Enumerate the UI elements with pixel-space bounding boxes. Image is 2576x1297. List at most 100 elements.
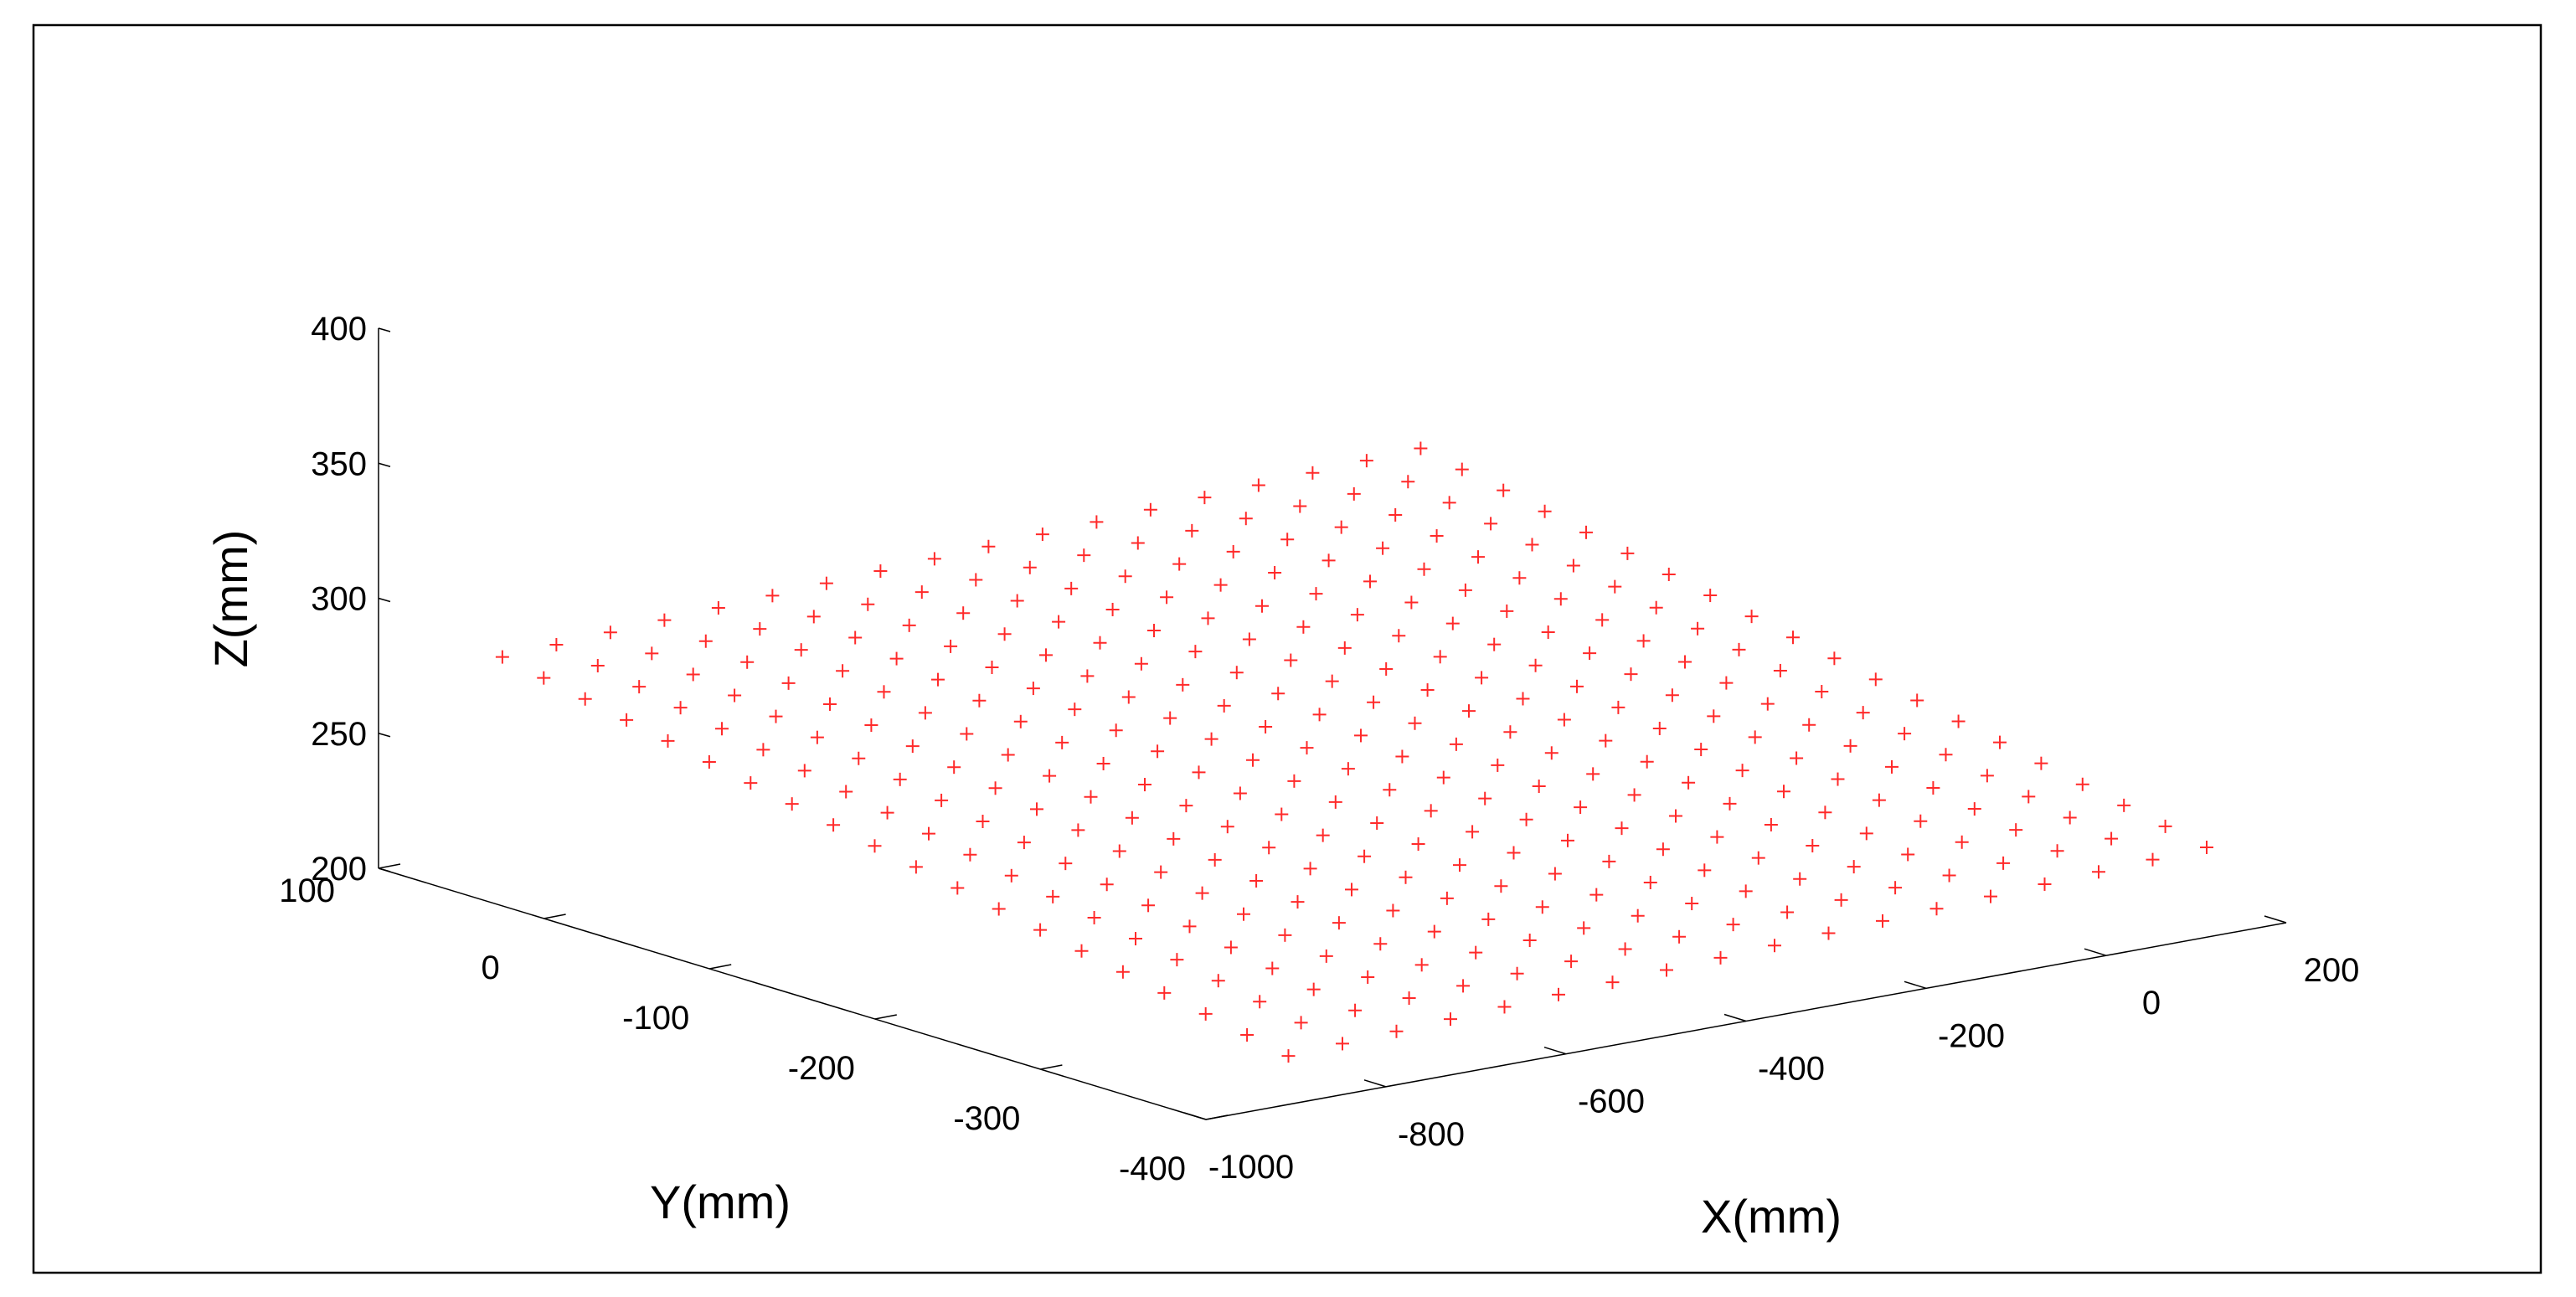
data-point	[1038, 648, 1053, 662]
data-point	[1424, 804, 1438, 818]
data-point	[1656, 842, 1670, 857]
data-point	[1507, 846, 1521, 860]
data-point	[1662, 567, 1676, 581]
data-point	[1293, 499, 1307, 513]
z-tick-label: 250	[311, 716, 367, 753]
data-point	[1294, 1016, 1308, 1030]
data-point	[1408, 716, 1422, 730]
data-point	[951, 881, 965, 895]
data-point	[1179, 799, 1193, 813]
data-point	[1726, 918, 1740, 932]
data-point	[2038, 877, 2052, 891]
data-point	[1764, 817, 1778, 831]
data-point	[1300, 741, 1314, 755]
data-point	[1026, 682, 1040, 696]
data-point	[645, 646, 659, 661]
data-point	[1087, 910, 1101, 924]
data-point	[1888, 881, 1903, 895]
data-point	[1790, 751, 1804, 765]
data-point	[657, 613, 672, 627]
z-tick-label: 200	[311, 851, 367, 888]
data-point	[1328, 795, 1342, 809]
x-tick-mark	[1723, 1013, 1747, 1022]
data-point	[1996, 856, 2011, 870]
data-point	[698, 634, 713, 648]
data-point	[1806, 839, 1820, 853]
y-tick-label: -300	[953, 1100, 1020, 1137]
data-point	[740, 655, 755, 669]
x-tick-mark	[1904, 980, 1927, 990]
data-point	[1182, 919, 1197, 934]
y-tick-mark	[378, 863, 401, 869]
x-tick-mark	[1183, 1112, 1207, 1120]
x-tick-label: -400	[1758, 1051, 1825, 1088]
data-point	[1229, 666, 1244, 680]
z-tick-label: 400	[311, 311, 367, 347]
data-point	[1631, 908, 1645, 923]
data-point	[753, 622, 767, 636]
data-point	[1821, 926, 1836, 940]
data-point	[1452, 858, 1466, 872]
data-point	[852, 751, 866, 765]
data-point	[1137, 778, 1151, 792]
data-point	[1785, 630, 1800, 645]
data-point	[1541, 625, 1555, 640]
data-point	[1262, 841, 1276, 855]
data-point	[1306, 982, 1321, 996]
data-point	[864, 718, 878, 733]
data-point	[1503, 725, 1517, 739]
data-point	[909, 860, 923, 874]
data-point	[822, 697, 837, 711]
data-point	[1868, 672, 1883, 687]
data-point	[1723, 796, 1737, 811]
data-point	[1068, 703, 1082, 717]
data-point	[1710, 830, 1724, 844]
data-point	[1361, 970, 1375, 984]
data-point	[2022, 790, 2036, 804]
data-point	[765, 589, 780, 603]
data-point	[1275, 807, 1289, 821]
data-point	[1449, 737, 1463, 751]
data-point	[744, 776, 758, 790]
data-point	[1321, 553, 1336, 568]
data-point	[1242, 632, 1256, 646]
data-point	[2063, 811, 2077, 825]
data-point	[1131, 536, 1145, 550]
data-point	[1443, 1012, 1457, 1027]
data-point	[1847, 860, 1861, 874]
data-point	[1461, 704, 1476, 718]
z-axis-title: Z(mm)	[204, 530, 257, 668]
data-point	[495, 650, 509, 664]
data-point	[1096, 756, 1110, 770]
data-point	[921, 826, 935, 841]
data-point	[1471, 550, 1485, 564]
data-point	[1516, 692, 1530, 706]
data-point	[620, 713, 634, 727]
data-point	[1427, 924, 1441, 939]
data-point	[1004, 868, 1018, 883]
data-point	[1815, 685, 1829, 699]
data-point	[1404, 595, 1419, 610]
data-point	[1475, 671, 1489, 685]
data-point	[981, 539, 996, 553]
data-point	[1043, 769, 1057, 783]
y-tick-mark	[544, 914, 566, 919]
data-point	[1176, 677, 1190, 692]
data-point	[1636, 634, 1651, 648]
data-point	[972, 693, 987, 708]
data-point	[947, 760, 961, 775]
data-point	[1411, 837, 1425, 852]
data-point	[1376, 541, 1390, 555]
data-point	[2050, 844, 2064, 858]
y-tick-label: -400	[1119, 1150, 1186, 1187]
data-point	[1497, 1000, 1512, 1014]
data-point	[1010, 594, 1024, 608]
data-point	[1793, 872, 1807, 886]
x-tick-label: -1000	[1208, 1149, 1294, 1186]
data-point	[1620, 546, 1635, 560]
data-point	[848, 630, 863, 645]
data-point	[1013, 714, 1028, 728]
data-point	[1265, 961, 1280, 975]
data-points	[495, 441, 2213, 1063]
data-point	[1035, 528, 1049, 542]
